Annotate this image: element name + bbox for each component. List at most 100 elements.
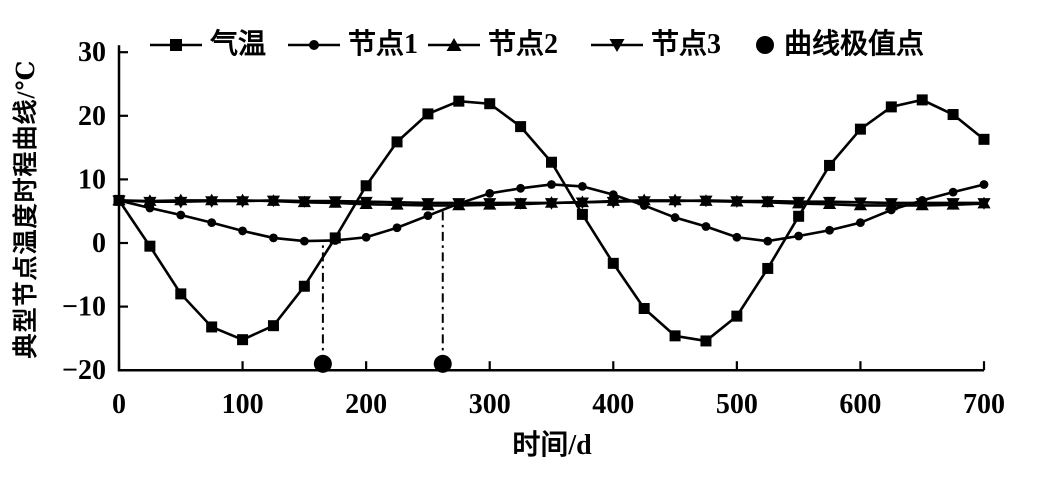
- square-marker: [669, 330, 681, 342]
- triangle-down-marker: [977, 198, 991, 210]
- circle-marker: [516, 183, 526, 193]
- square-marker: [360, 180, 372, 192]
- square-marker: [515, 121, 527, 133]
- square-marker: [576, 208, 588, 220]
- circle-marker: [825, 225, 834, 235]
- triangle-down-marker: [297, 196, 311, 208]
- circle-marker: [176, 210, 186, 220]
- triangle-down-marker: [884, 198, 898, 210]
- circle-marker: [856, 218, 865, 228]
- triangle-down-marker: [112, 195, 126, 208]
- square-marker: [885, 101, 897, 113]
- y-tick-label: −10: [62, 292, 106, 323]
- square-marker: [978, 133, 990, 145]
- square-marker: [916, 94, 928, 106]
- square-marker: [546, 156, 557, 168]
- square-marker: [484, 98, 496, 110]
- triangle-down-marker: [328, 196, 342, 208]
- x-tick-label: 300: [469, 389, 511, 420]
- triangle-down-marker: [575, 197, 589, 210]
- y-tick-label: −20: [62, 355, 106, 386]
- square-marker: [237, 334, 249, 346]
- circle-marker: [948, 187, 958, 197]
- triangle-down-marker: [452, 198, 466, 210]
- x-tick-label: 600: [839, 389, 881, 420]
- triangle-down-marker: [668, 196, 682, 208]
- square-marker: [206, 321, 218, 333]
- circle-marker: [763, 236, 773, 246]
- triangle-down-marker: [544, 198, 559, 210]
- square-marker: [144, 240, 156, 252]
- circle-marker: [392, 223, 402, 233]
- y-tick-label: 0: [92, 228, 106, 259]
- x-tick-label: 0: [112, 389, 126, 420]
- circle-marker: [361, 232, 371, 242]
- legend-item-node-3: 节点3: [591, 26, 721, 64]
- square-marker: [854, 123, 866, 135]
- triangle-down-marker: [514, 198, 528, 210]
- square-marker: [793, 210, 805, 222]
- circle-marker: [423, 211, 433, 221]
- y-tick-label: 20: [78, 101, 106, 132]
- triangle-down-marker: [946, 198, 960, 210]
- square-marker: [267, 320, 279, 332]
- x-axis-title: 时间/d: [512, 430, 592, 461]
- triangle-down-marker: [730, 196, 744, 208]
- triangle-down-marker: [792, 196, 806, 209]
- triangle-down-marker: [761, 196, 775, 208]
- square-marker: [607, 257, 619, 269]
- legend-item-extreme-point: 曲线极值点: [754, 26, 924, 64]
- circle-marker: [577, 181, 587, 191]
- square-marker-icon: [150, 39, 202, 51]
- legend-label: 曲线极值点: [784, 29, 925, 60]
- circle-marker: [269, 233, 278, 243]
- circle-marker: [330, 236, 340, 245]
- triangle-down-marker-icon: [591, 39, 643, 52]
- x-tick-label: 500: [716, 389, 758, 420]
- curve-extreme-point-dot: [313, 354, 332, 373]
- y-tick-label: 30: [78, 37, 106, 68]
- square-marker: [422, 108, 434, 120]
- square-marker: [638, 303, 650, 315]
- triangle-down-marker: [915, 198, 929, 210]
- square-marker: [453, 95, 465, 107]
- square-marker: [731, 310, 743, 322]
- circle-marker: [732, 232, 742, 242]
- square-marker: [824, 159, 836, 171]
- series-line-0: [117, 98, 985, 343]
- square-marker: [762, 262, 774, 274]
- x-tick-label: 200: [345, 389, 387, 420]
- legend-label: 节点2: [488, 29, 559, 60]
- square-marker: [298, 280, 310, 292]
- triangle-down-marker: [421, 198, 435, 210]
- y-axis-title: 典型节点温度时程曲线/℃: [13, 59, 40, 359]
- triangle-down-marker: [143, 196, 157, 209]
- x-tick-label: 100: [222, 389, 264, 420]
- triangle-down-marker: [483, 198, 497, 210]
- triangle-down-marker: [699, 195, 713, 208]
- circle-marker: [979, 180, 989, 189]
- square-marker: [175, 288, 187, 300]
- legend-item-air-temperature: 气温: [150, 26, 266, 64]
- triangle-down-marker: [235, 196, 250, 208]
- triangle-down-marker: [359, 196, 373, 209]
- chart-legend: 气温 节点1 节点2 节点3 曲线: [0, 26, 1040, 64]
- legend-item-node-2: 节点2: [428, 26, 558, 64]
- triangle-down-marker: [266, 195, 281, 208]
- triangle-down-marker: [853, 197, 868, 210]
- y-tick-label: 10: [78, 164, 106, 195]
- square-marker: [947, 109, 959, 121]
- curve-extreme-point-dot: [433, 354, 452, 373]
- series-line-1: [118, 183, 985, 243]
- filled-dot-icon: [756, 36, 774, 54]
- legend-item-node-1: 节点1: [288, 26, 418, 64]
- legend-label: 气温: [210, 29, 267, 60]
- x-tick-label: 400: [592, 389, 634, 420]
- triangle-down-marker: [174, 196, 188, 209]
- circle-marker-icon: [288, 40, 340, 50]
- triangle-down-marker: [637, 196, 651, 208]
- triangle-down-marker: [390, 197, 404, 210]
- triangle-down-marker: [205, 196, 219, 208]
